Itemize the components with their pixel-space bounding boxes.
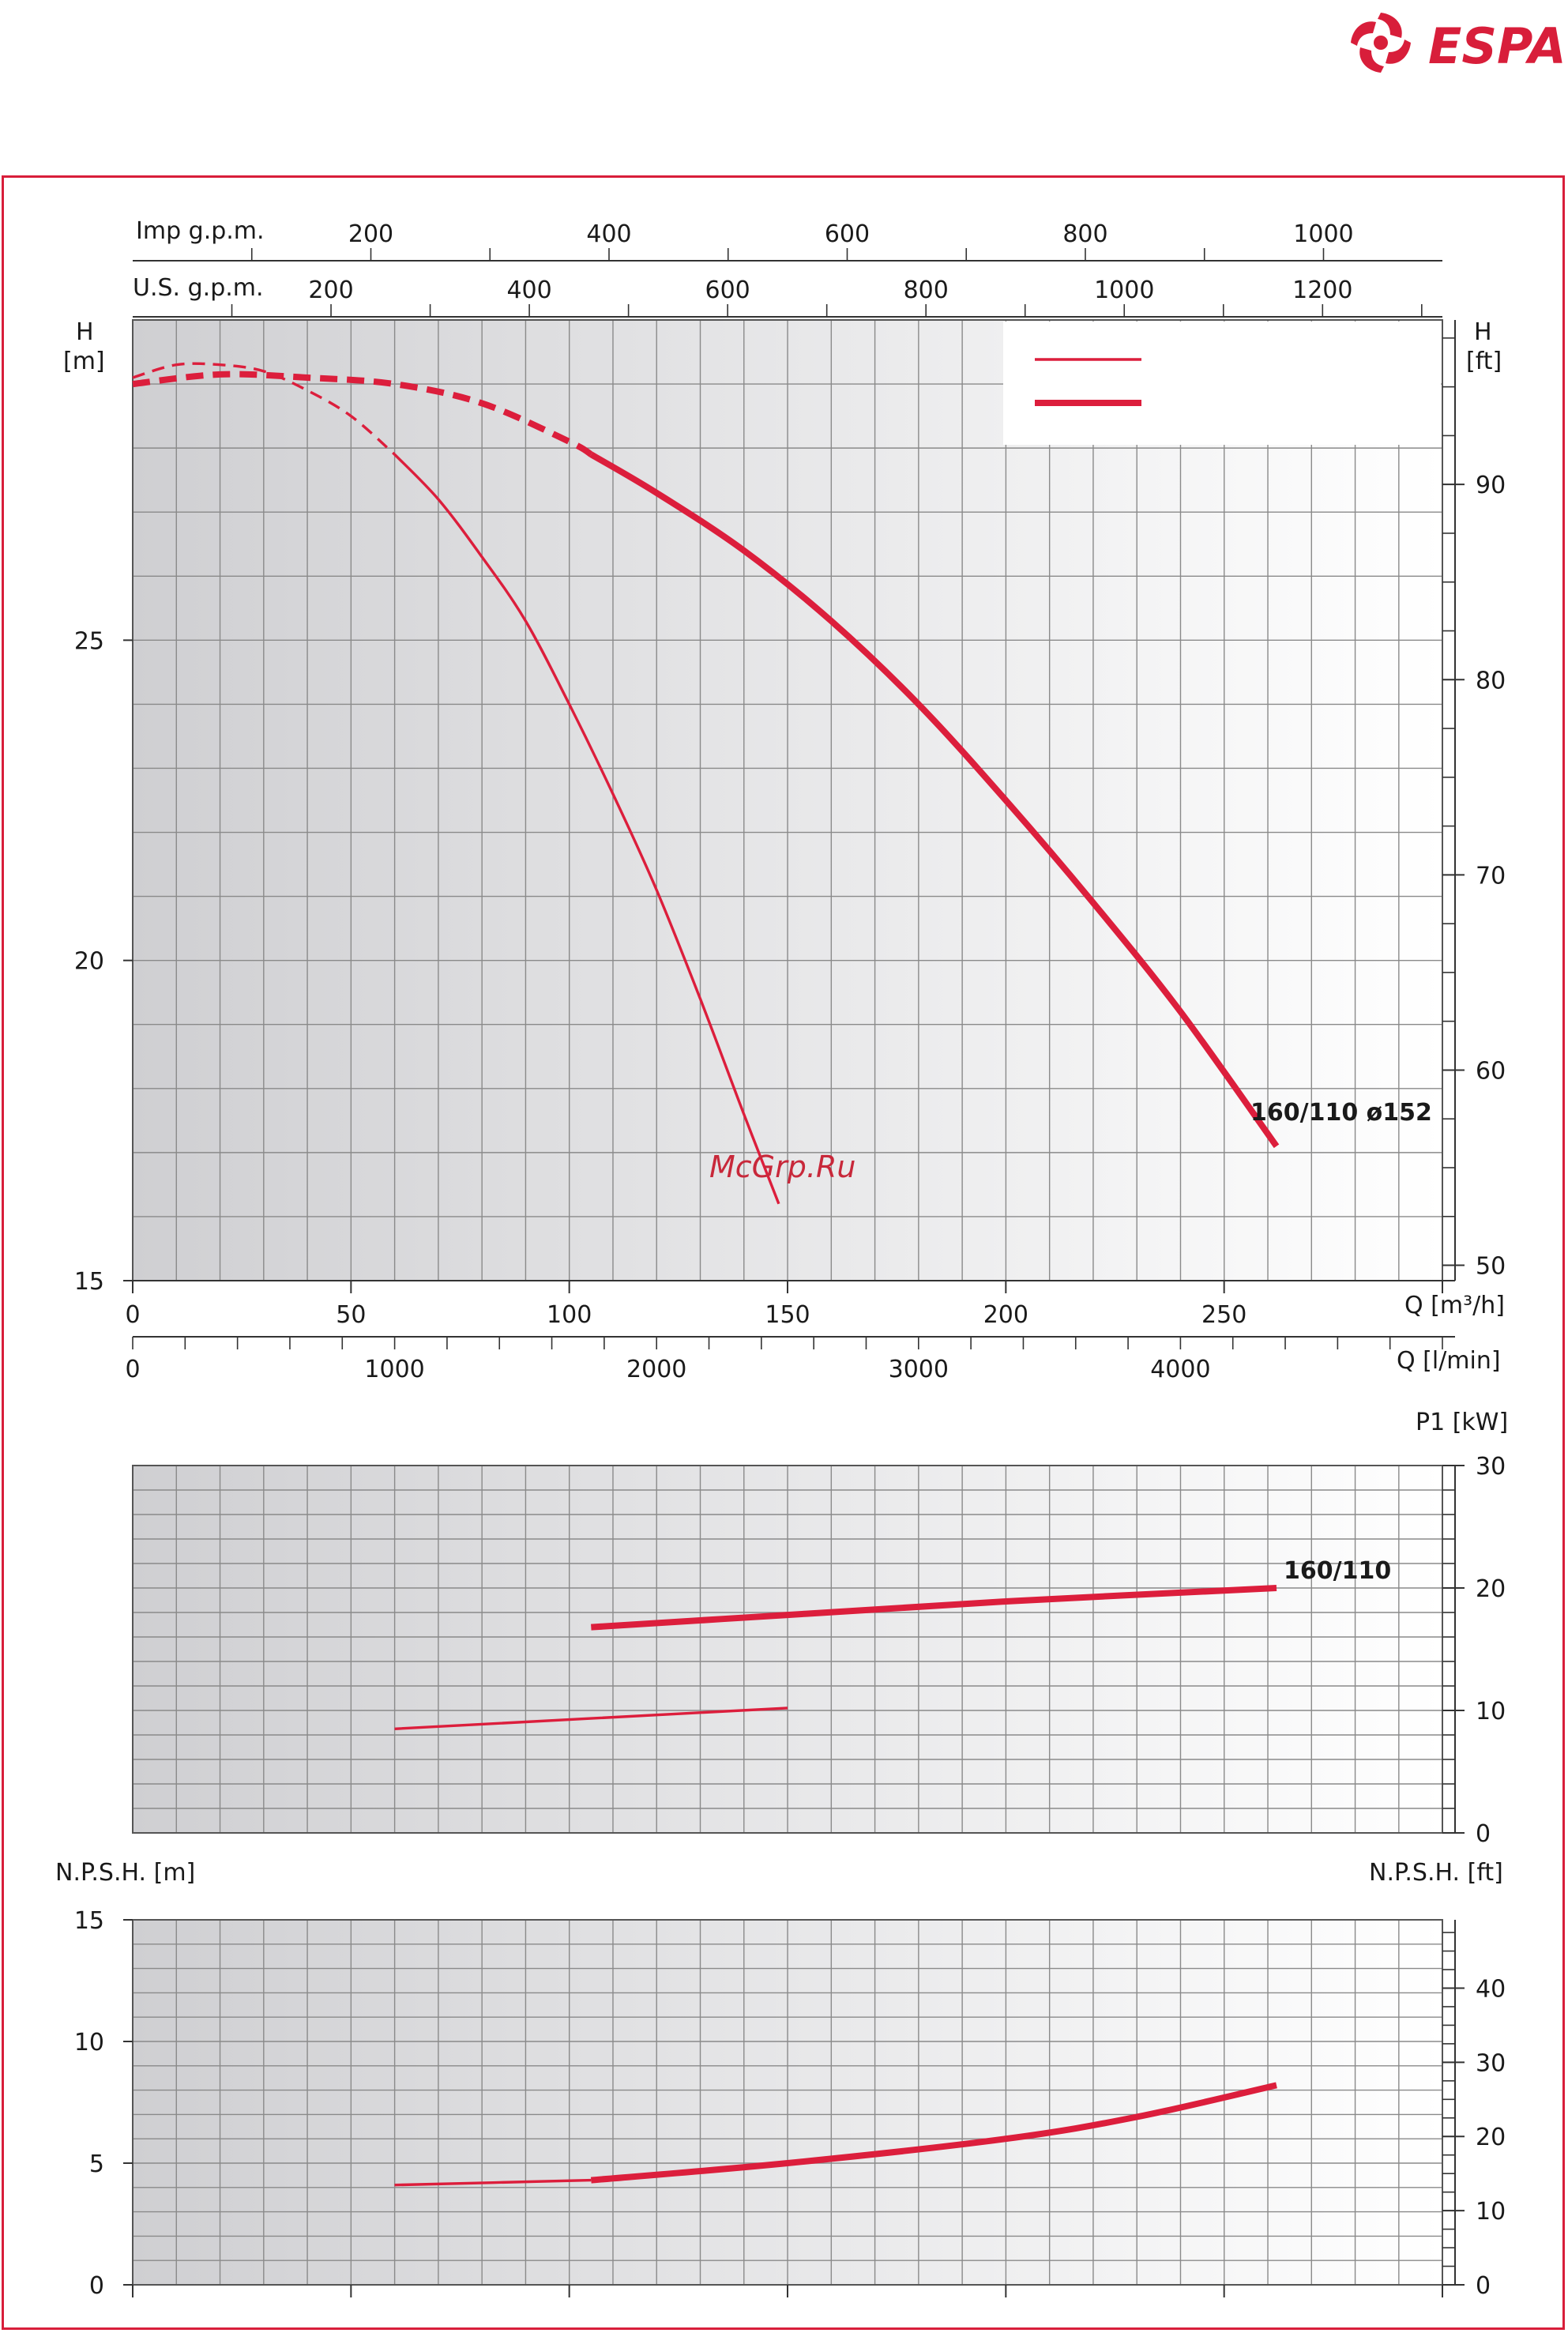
right-tick-label: 50 xyxy=(1476,1253,1506,1281)
head-curve-thick-dashed xyxy=(132,371,593,457)
head-right-axis-label-2: [ft] xyxy=(1466,348,1502,375)
usgpm-tick-label: 600 xyxy=(705,277,750,304)
impgpm-tick-label: 400 xyxy=(586,220,631,248)
m3h-tick-label: 200 xyxy=(983,1301,1028,1329)
power-tick-label: 20 xyxy=(1476,1575,1506,1603)
lmin-tick-label: 0 xyxy=(125,1356,140,1383)
npsh-curve-thin xyxy=(394,2178,592,2187)
usgpm-tick-label: 1000 xyxy=(1094,277,1154,304)
y-tick-label: 20 xyxy=(74,948,104,976)
right-tick-label: 60 xyxy=(1476,1057,1506,1085)
impgpm-tick-label: 800 xyxy=(1062,220,1107,248)
usgpm-axis-label: U.S. g.p.m. xyxy=(133,274,264,302)
m3h-tick-label: 0 xyxy=(125,1301,140,1329)
lmin-tick-label: 3000 xyxy=(889,1356,949,1383)
power-tick-label: 10 xyxy=(1476,1698,1506,1725)
npsh-left-tick-label: 15 xyxy=(74,1907,104,1935)
lmin-tick-label: 2000 xyxy=(626,1356,686,1383)
power-axis-label: P1 [kW] xyxy=(1416,1409,1508,1436)
plot-border xyxy=(132,1465,1443,1834)
power-tick-label: 0 xyxy=(1476,1820,1491,1848)
y-tick-label: 15 xyxy=(74,1268,104,1296)
head-curve-thick xyxy=(589,451,1280,1149)
power-panel: 0 10 20 30 xyxy=(132,1453,1506,1848)
m3h-tick-label: 250 xyxy=(1201,1301,1247,1329)
npsh-left-axis-label: N.P.S.H. [m] xyxy=(55,1859,195,1887)
npsh-right-tick-label: 20 xyxy=(1476,2124,1506,2151)
watermark: McGrp.Ru xyxy=(709,1150,855,1184)
npsh-curve-thick xyxy=(590,2082,1277,2184)
head-left-axis-label-2: [m] xyxy=(63,348,105,375)
head-left-axis-label-1: H xyxy=(76,318,94,346)
npsh-right-tick-label: 10 xyxy=(1476,2198,1506,2226)
power-tick-label: 30 xyxy=(1476,1453,1506,1481)
npsh-left-tick-label: 0 xyxy=(89,2272,104,2300)
right-tick-label: 70 xyxy=(1476,862,1506,890)
npsh-left-tick-label: 5 xyxy=(89,2150,104,2178)
y-tick-label: 25 xyxy=(74,627,104,655)
npsh-left-tick-label: 10 xyxy=(74,2029,104,2056)
usgpm-tick-label: 400 xyxy=(506,277,551,304)
usgpm-tick-label: 1200 xyxy=(1292,277,1352,304)
swirl-icon xyxy=(1351,13,1411,73)
chart-frame xyxy=(2,175,1565,2330)
power-curve-thick xyxy=(591,1585,1277,1631)
right-tick-label: 80 xyxy=(1476,667,1506,694)
usgpm-tick-label: 800 xyxy=(904,277,949,304)
npsh-panel: 0 5 10 15 0 10 20 30 40 xyxy=(74,1907,1506,2300)
brand-name: ESPA xyxy=(1428,17,1566,75)
head-curve-label: 160/110 ø152 xyxy=(1250,1099,1432,1127)
usgpm-tick-label: 200 xyxy=(308,277,353,304)
head-curve-thin-dashed xyxy=(132,362,396,456)
lmin-tick-label: 4000 xyxy=(1150,1356,1210,1383)
impgpm-tick-label: 1000 xyxy=(1293,220,1353,248)
npsh-right-tick-label: 40 xyxy=(1476,1975,1506,2003)
m3h-tick-label: 150 xyxy=(765,1301,810,1329)
npsh-right-tick-label: 30 xyxy=(1476,2049,1506,2077)
m3h-tick-label: 50 xyxy=(336,1301,366,1329)
x-axis-label-m3h: Q [m³/h] xyxy=(1404,1292,1505,1319)
impgpm-tick-label: 200 xyxy=(348,220,393,248)
m3h-tick-label: 100 xyxy=(547,1301,592,1329)
legend-box xyxy=(1003,322,1441,445)
lmin-tick-label: 1000 xyxy=(364,1356,424,1383)
power-curve-label: 160/110 xyxy=(1284,1557,1391,1585)
x-axis-label-lmin: Q [l/min] xyxy=(1397,1347,1501,1375)
head-right-axis-label-1: H xyxy=(1474,318,1492,346)
espa-logo: ESPA xyxy=(1351,13,1566,75)
impgpm-axis-label: Imp g.p.m. xyxy=(136,217,265,245)
head-curve-thin xyxy=(393,453,780,1205)
npsh-right-axis-label: N.P.S.H. [ft] xyxy=(1369,1859,1503,1887)
power-curve-thin xyxy=(394,1706,788,1730)
impgpm-tick-label: 600 xyxy=(825,220,870,248)
npsh-right-tick-label: 0 xyxy=(1476,2272,1491,2300)
right-tick-label: 90 xyxy=(1476,472,1506,499)
